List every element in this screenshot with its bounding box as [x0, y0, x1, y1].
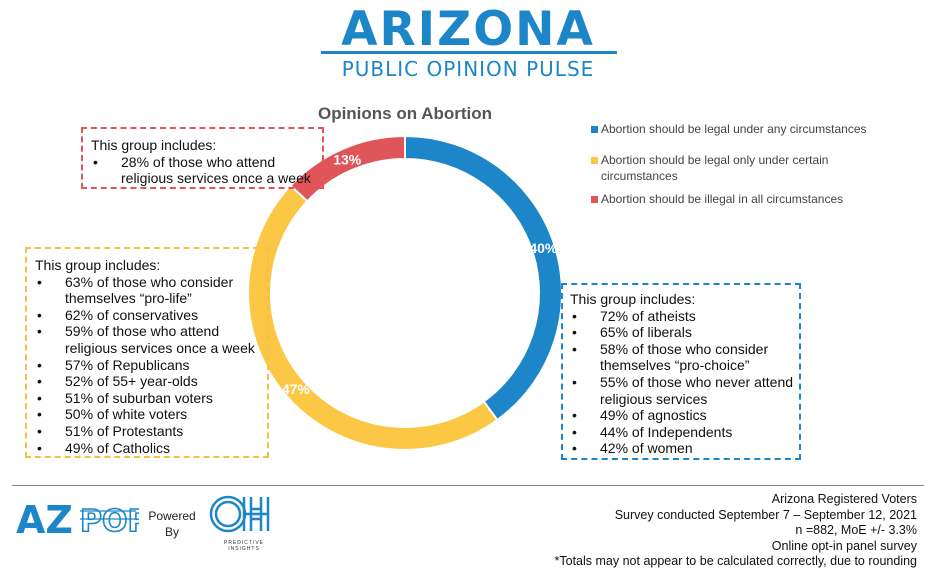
- survey-note: Arizona Registered Voters: [771, 492, 917, 506]
- callout-legal-any-group: This group includes: 72% of atheists 65%…: [561, 283, 801, 460]
- callout-item: 72% of atheists: [570, 308, 795, 325]
- legend-item-legal-certain: Abortion should be legal only under cert…: [591, 152, 891, 184]
- header: ARIZONA PUBLIC OPINION PULSE: [0, 0, 936, 90]
- arizona-logo-subtitle: PUBLIC OPINION PULSE: [341, 57, 595, 81]
- callout-item: 62% of conservatives: [35, 307, 263, 324]
- logo-divider: [321, 51, 617, 54]
- callout-item: 59% of those who attend religious servic…: [35, 323, 263, 356]
- callout-item: 28% of those who attend religious servic…: [91, 154, 316, 187]
- survey-note: Online opt-in panel survey: [771, 538, 917, 553]
- callout-item: 49% of Catholics: [35, 440, 263, 457]
- footer-divider: [12, 485, 924, 486]
- callout-item: 42% of women: [570, 440, 795, 457]
- oh-logo-h: [242, 497, 270, 531]
- oh-logo: [209, 495, 270, 533]
- callout-item: 58% of those who consider themselves “pr…: [570, 341, 795, 374]
- survey-notes: Arizona Registered Voters Survey conduct…: [555, 492, 917, 570]
- oh-logo-o-inner: [214, 500, 242, 528]
- data-label-legal-certain: 47%: [282, 381, 311, 397]
- azpop-logo-az: AZ: [16, 498, 73, 539]
- callout-item: 57% of Republicans: [35, 357, 263, 374]
- callout-item: 55% of those who never attend religious …: [570, 374, 795, 407]
- survey-note: *Totals may not appear to be calculated …: [554, 554, 917, 568]
- callout-item: 49% of agnostics: [570, 407, 795, 424]
- legend-label-illegal: Abortion should be illegal in all circum…: [601, 192, 844, 206]
- callout-heading: This group includes:: [35, 257, 161, 273]
- slice-legal-certain: [247, 184, 499, 451]
- callout-illegal-group: This group includes: 28% of those who at…: [81, 127, 324, 189]
- data-label-legal-any: 40%: [529, 240, 558, 256]
- callout-item: 51% of Protestants: [35, 423, 263, 440]
- slice-legal-any: [404, 134, 563, 422]
- callout-item: 52% of 55+ year-olds: [35, 373, 263, 390]
- survey-note: n =882, MoE +/- 3.3%: [795, 523, 917, 537]
- partner-name: PREDICTIVE INSIGHTS: [223, 540, 264, 552]
- powered-by-label: Powered By: [148, 509, 196, 539]
- legend-item-legal-any: Abortion should be legal under any circu…: [591, 121, 891, 137]
- callout-heading: This group includes:: [570, 291, 696, 307]
- azpop-logo-pop: POP: [80, 504, 139, 539]
- legend-item-illegal: Abortion should be illegal in all circum…: [591, 191, 891, 207]
- azpop-logo: AZ POP: [16, 498, 139, 539]
- data-label-illegal: 13%: [333, 151, 362, 167]
- callout-item: 50% of white voters: [35, 406, 263, 423]
- callout-item: 51% of suburban voters: [35, 390, 263, 407]
- arizona-logo-title: ARIZONA: [341, 2, 595, 57]
- callout-item: 65% of liberals: [570, 324, 795, 341]
- callout-item: 63% of those who consider themselves “pr…: [35, 274, 263, 307]
- legend-swatch-yellow: [591, 157, 598, 164]
- callout-item: 44% of Independents: [570, 424, 795, 441]
- callout-heading: This group includes:: [91, 137, 217, 153]
- legend-label-legal-certain: Abortion should be legal only under cert…: [601, 153, 829, 183]
- legend-label-legal-any: Abortion should be legal under any circu…: [601, 122, 867, 136]
- chart-title: Opinions on Abortion: [317, 104, 493, 123]
- chart-legend: Abortion should be legal under any circu…: [591, 121, 891, 214]
- legend-swatch-blue: [591, 126, 598, 133]
- legend-swatch-red: [591, 196, 598, 203]
- callout-certain-group: This group includes: 63% of those who co…: [25, 247, 269, 458]
- survey-note: Survey conducted September 7 – September…: [614, 507, 917, 522]
